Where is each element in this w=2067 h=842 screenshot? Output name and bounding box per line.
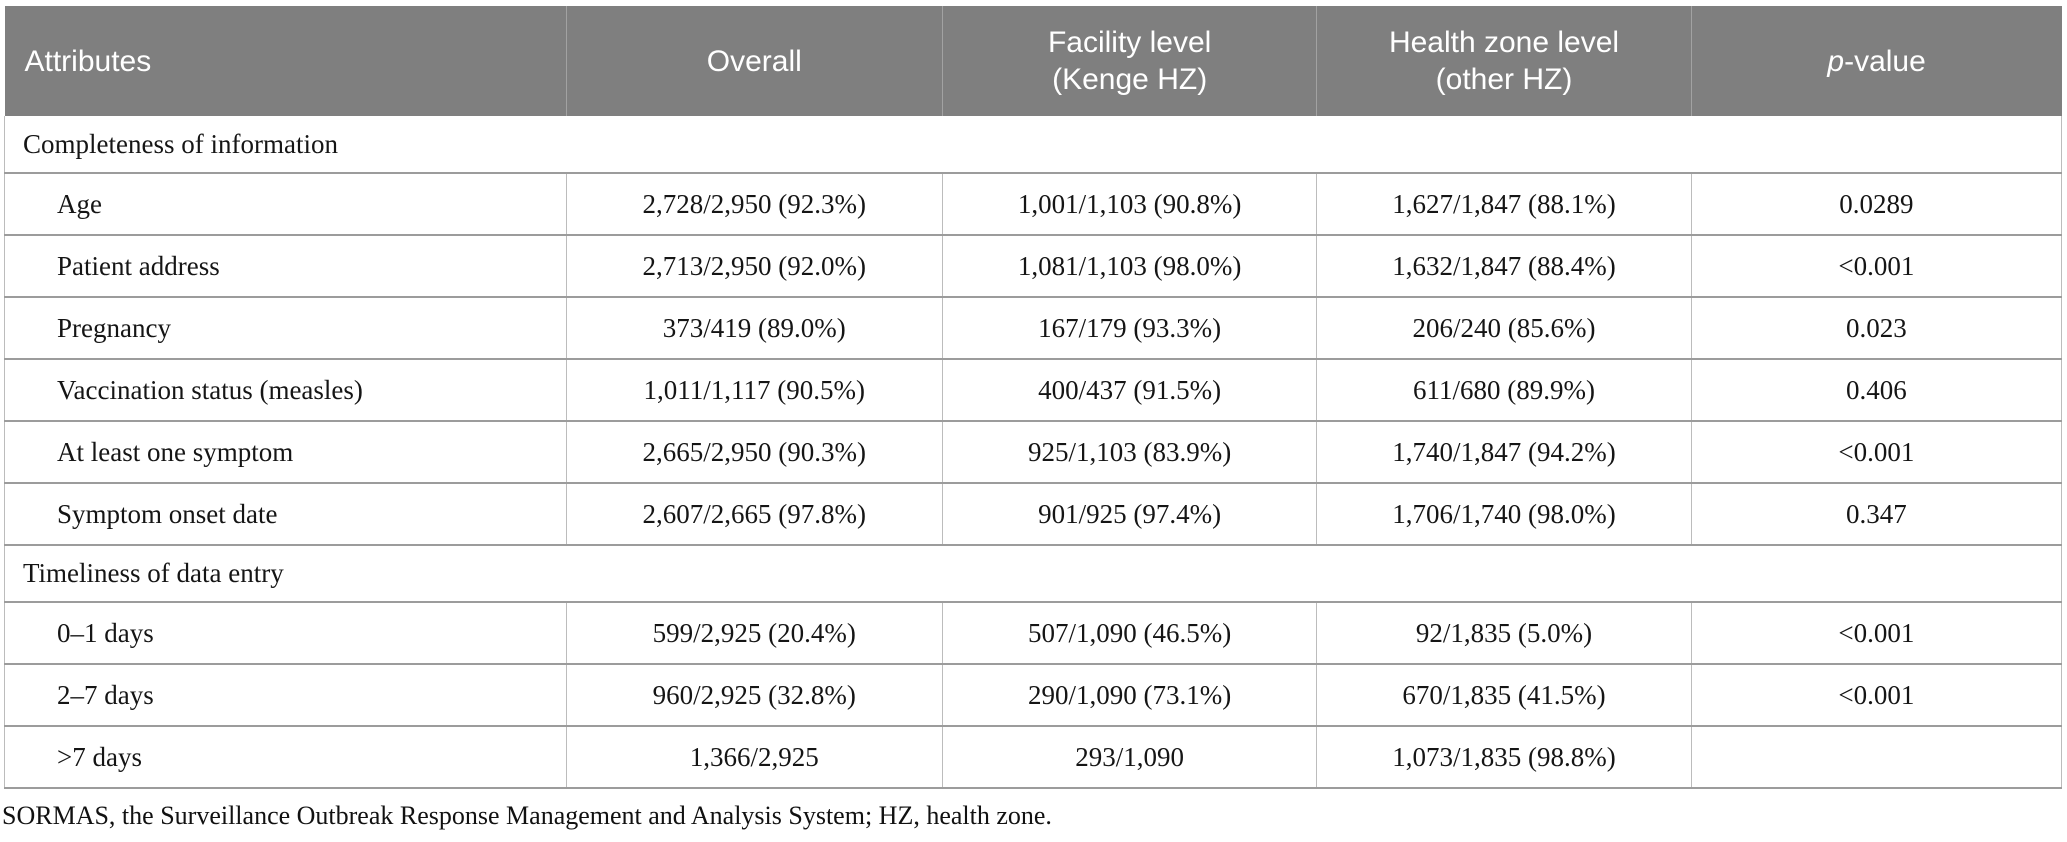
sormas-data-quality-table: Attributes Overall Facility level (Kenge… [4, 6, 2063, 789]
section-title: Completeness of information [4, 116, 2062, 174]
row-label: >7 days [4, 726, 567, 789]
cell-health-zone: 92/1,835 (5.0%) [1316, 602, 1692, 665]
cell-health-zone: 1,740/1,847 (94.2%) [1316, 421, 1692, 484]
table-footnote: SORMAS, the Surveillance Outbreak Respon… [2, 801, 1052, 830]
cell-overall: 2,728/2,950 (92.3%) [565, 173, 943, 236]
table-row-gt-7-days: >7 days 1,366/2,925 293/1,090 1,073/1,83… [4, 726, 2063, 789]
cell-p-value [1690, 726, 2063, 789]
cell-health-zone: 1,627/1,847 (88.1%) [1316, 173, 1692, 236]
table-row-vaccination-status: Vaccination status (measles) 1,011/1,117… [4, 359, 2063, 422]
cell-facility: 925/1,103 (83.9%) [941, 421, 1317, 484]
cell-health-zone: 1,073/1,835 (98.8%) [1316, 726, 1692, 789]
header-row: Attributes Overall Facility level (Kenge… [4, 6, 2062, 116]
column-header-attributes: Attributes [4, 6, 567, 116]
column-header-health-zone-level: Health zone level (other HZ) [1316, 6, 1692, 116]
table-row-symptom-onset-date: Symptom onset date 2,607/2,665 (97.8%) 9… [4, 483, 2063, 546]
table-row-patient-address: Patient address 2,713/2,950 (92.0%) 1,08… [4, 235, 2063, 298]
healthzone-header-line1: Health zone level [1388, 26, 1620, 59]
cell-overall: 373/419 (89.0%) [565, 297, 943, 360]
cell-p-value: 0.0289 [1690, 173, 2063, 236]
cell-facility: 901/925 (97.4%) [941, 483, 1317, 546]
row-label: Symptom onset date [4, 483, 567, 546]
row-label: At least one symptom [4, 421, 567, 484]
cell-facility: 400/437 (91.5%) [941, 359, 1317, 422]
cell-facility: 293/1,090 [941, 726, 1317, 789]
cell-facility: 507/1,090 (46.5%) [941, 602, 1317, 665]
cell-health-zone: 611/680 (89.9%) [1316, 359, 1692, 422]
p-value-rest: -value [1844, 44, 1926, 78]
table-row-2-7-days: 2–7 days 960/2,925 (32.8%) 290/1,090 (73… [4, 664, 2063, 727]
cell-facility: 290/1,090 (73.1%) [941, 664, 1317, 727]
cell-health-zone: 206/240 (85.6%) [1316, 297, 1692, 360]
cell-p-value: 0.023 [1690, 297, 2063, 360]
column-header-overall: Overall [565, 6, 943, 116]
cell-p-value: <0.001 [1690, 602, 2063, 665]
cell-p-value: <0.001 [1690, 664, 2063, 727]
cell-overall: 1,366/2,925 [565, 726, 943, 789]
row-label: Vaccination status (measles) [4, 359, 567, 422]
column-header-p-value: p-value [1690, 6, 2062, 116]
table-row-pregnancy: Pregnancy 373/419 (89.0%) 167/179 (93.3%… [4, 297, 2063, 360]
table-row-at-least-one-symptom: At least one symptom 2,665/2,950 (90.3%)… [4, 421, 2063, 484]
cell-p-value: 0.347 [1690, 483, 2063, 546]
cell-health-zone: 1,706/1,740 (98.0%) [1316, 483, 1692, 546]
cell-facility: 1,081/1,103 (98.0%) [941, 235, 1317, 298]
cell-facility: 1,001/1,103 (90.8%) [941, 173, 1317, 236]
cell-facility: 167/179 (93.3%) [941, 297, 1317, 360]
column-header-facility-level: Facility level (Kenge HZ) [941, 6, 1317, 116]
cell-p-value: <0.001 [1690, 235, 2063, 298]
p-value-italic-p: p [1827, 44, 1845, 78]
table-body: Completeness of information Age 2,728/2,… [4, 116, 2063, 789]
cell-overall: 960/2,925 (32.8%) [565, 664, 943, 727]
facility-header-line2: (Kenge HZ) [1052, 63, 1208, 96]
cell-health-zone: 670/1,835 (41.5%) [1316, 664, 1692, 727]
cell-overall: 599/2,925 (20.4%) [565, 602, 943, 665]
section-header-timeliness: Timeliness of data entry [4, 545, 2062, 603]
cell-overall: 2,607/2,665 (97.8%) [565, 483, 943, 546]
row-label: Patient address [4, 235, 567, 298]
row-label: 0–1 days [4, 602, 567, 665]
section-title: Timeliness of data entry [4, 545, 2062, 603]
table-row-0-1-days: 0–1 days 599/2,925 (20.4%) 507/1,090 (46… [4, 602, 2063, 665]
cell-p-value: 0.406 [1690, 359, 2063, 422]
cell-p-value: <0.001 [1690, 421, 2063, 484]
cell-overall: 2,665/2,950 (90.3%) [565, 421, 943, 484]
row-label: Age [4, 173, 567, 236]
cell-health-zone: 1,632/1,847 (88.4%) [1316, 235, 1692, 298]
section-header-completeness: Completeness of information [4, 116, 2062, 174]
table-header: Attributes Overall Facility level (Kenge… [4, 6, 2062, 116]
row-label: Pregnancy [4, 297, 567, 360]
cell-overall: 2,713/2,950 (92.0%) [565, 235, 943, 298]
table-row-age: Age 2,728/2,950 (92.3%) 1,001/1,103 (90.… [4, 173, 2063, 236]
facility-header-line1: Facility level [1047, 26, 1212, 59]
row-label: 2–7 days [4, 664, 567, 727]
healthzone-header-line2: (other HZ) [1435, 63, 1573, 96]
cell-overall: 1,011/1,117 (90.5%) [565, 359, 943, 422]
